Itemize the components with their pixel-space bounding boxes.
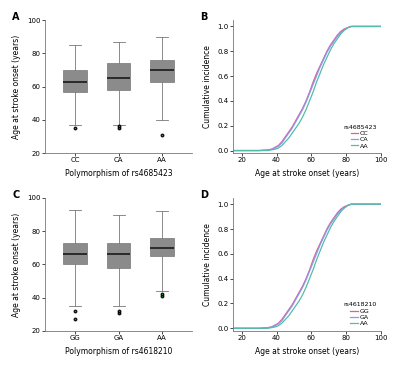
X-axis label: Polymorphism of rs4685423: Polymorphism of rs4685423 xyxy=(65,169,172,178)
Y-axis label: Age at stroke onset (years): Age at stroke onset (years) xyxy=(12,212,22,316)
X-axis label: Age at stroke onset (years): Age at stroke onset (years) xyxy=(255,347,359,355)
X-axis label: Age at stroke onset (years): Age at stroke onset (years) xyxy=(255,169,359,178)
Legend: GG, GA, AA: GG, GA, AA xyxy=(342,301,378,328)
Text: C: C xyxy=(12,190,20,200)
Y-axis label: Cumulative incidence: Cumulative incidence xyxy=(203,223,212,306)
Text: A: A xyxy=(12,12,20,22)
PathPatch shape xyxy=(63,243,87,264)
Text: D: D xyxy=(201,190,209,200)
PathPatch shape xyxy=(63,70,87,92)
PathPatch shape xyxy=(150,60,174,82)
Y-axis label: Age at stroke onset (years): Age at stroke onset (years) xyxy=(12,35,22,139)
Legend: CC, CA, AA: CC, CA, AA xyxy=(342,124,378,150)
Y-axis label: Cumulative incidence: Cumulative incidence xyxy=(203,45,212,128)
X-axis label: Polymorphism of rs4618210: Polymorphism of rs4618210 xyxy=(65,347,172,355)
PathPatch shape xyxy=(150,238,174,256)
Text: B: B xyxy=(201,12,208,22)
PathPatch shape xyxy=(107,243,130,268)
PathPatch shape xyxy=(107,63,130,90)
